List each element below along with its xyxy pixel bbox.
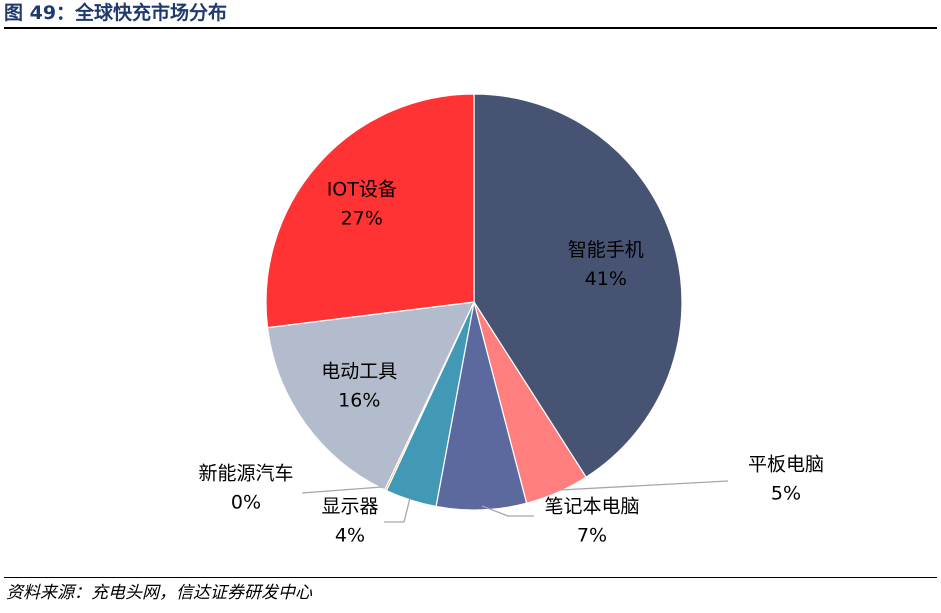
slice-2-category-label: 笔记本电脑 [544,496,639,518]
slice-3-category-label: 显示器 [321,496,378,518]
slice-1-value-label: 5% [771,483,801,505]
source-divider [4,577,937,578]
slice-4-leader-line [301,486,383,494]
slice-4-value-label: 0% [231,492,261,514]
slice-2-leader-line [481,505,534,517]
slice-3-value-label: 4% [335,525,365,547]
title-divider [4,27,937,29]
slice-1-leader-line [559,480,729,491]
figure-title: 图 49：全球快充市场分布 [4,2,228,24]
slice-6-wedge [265,93,475,329]
slice-6-value-label: 27% [341,207,383,229]
slice-5-wedge [266,301,476,491]
slice-5-category-label: 电动工具 [321,360,397,382]
slice-3-leader-line [384,497,411,523]
slice-2-value-label: 7% [577,525,607,547]
slice-labels: 智能手机 41% 平板电脑 5% 笔记本电脑 7% 显示器 4% 新能源汽车 0% 电动工具 16% I… [198,178,824,546]
slice-4-category-label: 新能源汽车 [198,463,293,485]
pie-slices [265,93,683,511]
slice-5-value-label: 16% [338,389,380,411]
slice-6-category-label: IOT设备 [327,178,397,200]
slice-1-category-label: 平板电脑 [748,454,824,476]
slice-0-value-label: 41% [585,268,627,290]
slice-0-category-label: 智能手机 [568,239,644,261]
figure-source: 资料来源：充电头网，信达证券研发中心 [6,583,312,603]
slice-0-wedge [473,93,683,479]
leader-lines [301,480,729,523]
